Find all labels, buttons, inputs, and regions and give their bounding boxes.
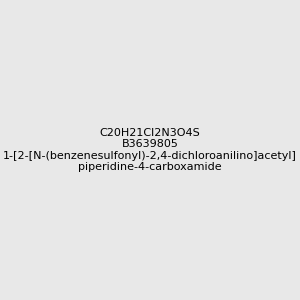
Text: C20H21Cl2N3O4S
B3639805
1-[2-[N-(benzenesulfonyl)-2,4-dichloroanilino]acetyl]
pi: C20H21Cl2N3O4S B3639805 1-[2-[N-(benzene…	[3, 128, 297, 172]
